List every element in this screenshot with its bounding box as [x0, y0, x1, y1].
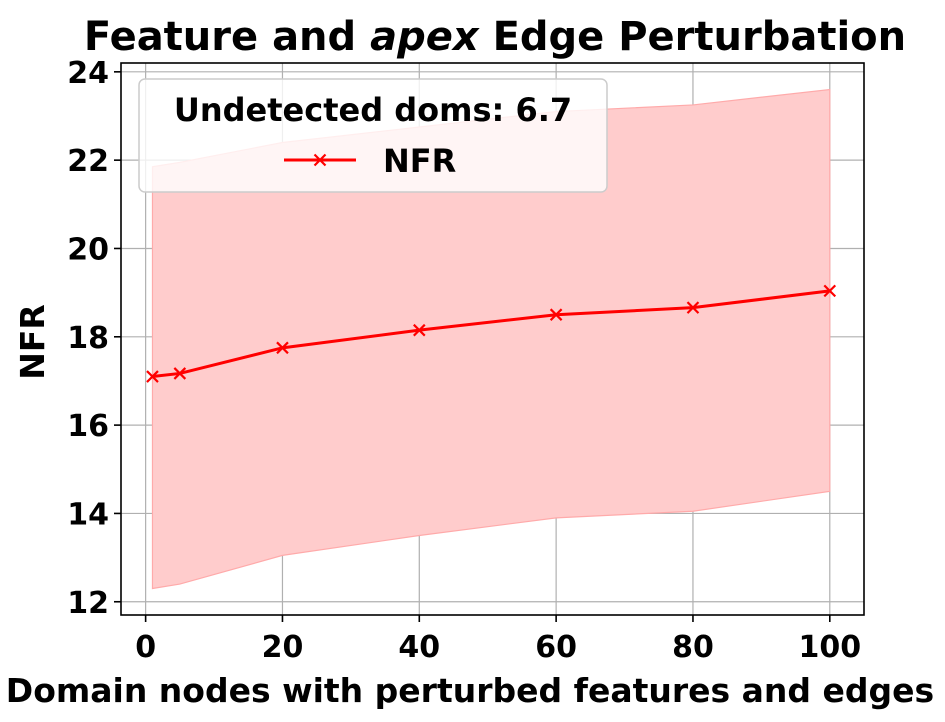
- axis-ticks: 0 20 40 60 80 100 12 14 16 18 20 22 24: [67, 56, 861, 665]
- chart-title-emphasis: apex: [370, 14, 480, 60]
- data-point-marker: [146, 370, 159, 383]
- data-point-marker: [413, 323, 426, 337]
- data-point-marker: [549, 308, 563, 321]
- legend-box: [138, 78, 608, 193]
- data-point-marker: [173, 367, 187, 380]
- y-tick-label: 24: [67, 56, 109, 91]
- x-tick-label: 60: [535, 630, 577, 665]
- y-tick-label: 18: [67, 321, 109, 356]
- x-tick-label: 20: [262, 630, 304, 665]
- legend-series-name: NFR: [383, 142, 456, 180]
- x-axis-label: Domain nodes with perturbed features and…: [6, 671, 934, 710]
- y-tick-label: 12: [67, 586, 109, 621]
- series-line-layer: [146, 284, 837, 383]
- legend-title: Undetected doms: 6.7: [174, 91, 572, 129]
- x-tick-label: 40: [398, 630, 440, 665]
- legend: Undetected doms: 6.7 NFR: [138, 78, 608, 193]
- x-tick-label: 100: [798, 630, 861, 665]
- data-point-marker: [823, 284, 837, 298]
- y-tick-label: 14: [67, 497, 109, 532]
- legend-series-marker: [313, 153, 327, 167]
- plot-area-frame: [120, 62, 865, 616]
- chart-title: Feature and apex Edge Perturbation: [84, 14, 906, 60]
- x-tick-label: 0: [135, 630, 156, 665]
- chart-title-part: Edge Perturbation: [479, 14, 906, 60]
- y-axis-label: NFR: [13, 304, 52, 380]
- x-tick-label: 80: [672, 630, 714, 665]
- y-tick-label: 22: [67, 144, 109, 179]
- y-tick-label: 20: [67, 232, 109, 267]
- chart-title-part: Feature and: [84, 14, 370, 60]
- data-point-marker: [686, 301, 700, 314]
- y-tick-label: 16: [67, 409, 109, 444]
- legend-marker-x: [313, 153, 327, 167]
- data-point-marker: [276, 341, 289, 355]
